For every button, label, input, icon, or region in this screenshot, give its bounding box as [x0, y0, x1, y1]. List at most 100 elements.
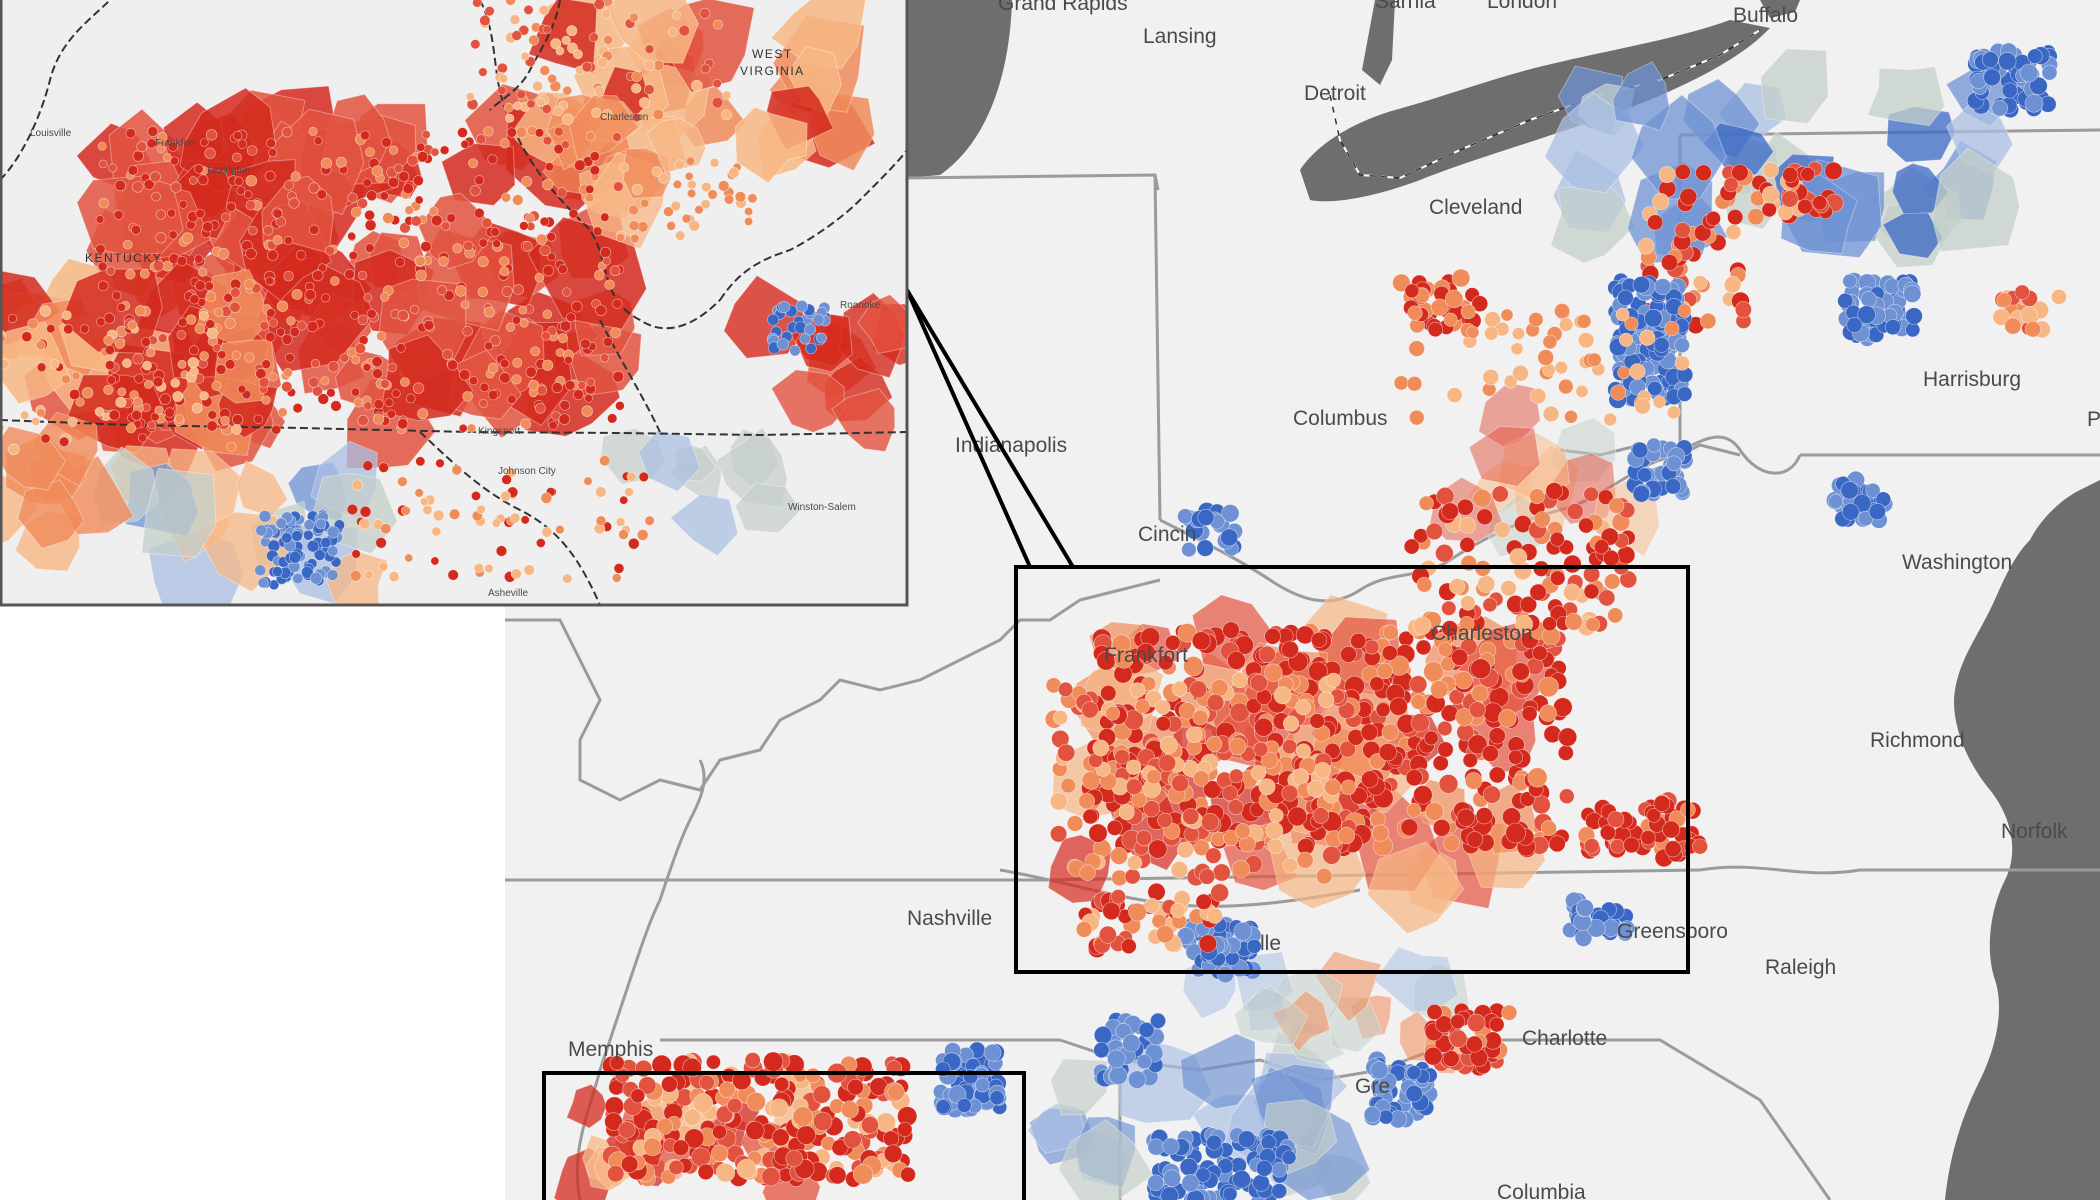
site-dot [217, 248, 230, 260]
site-dot [628, 537, 640, 550]
site-dot [1135, 830, 1153, 847]
site-dot [27, 318, 39, 330]
site-dot [258, 377, 270, 388]
site-dot [132, 150, 144, 162]
site-dot [1075, 921, 1093, 938]
zoom-frame-south[interactable] [542, 1071, 1026, 1200]
site-dot [1206, 907, 1223, 924]
site-dot [1587, 352, 1602, 367]
site-dot [1268, 808, 1284, 823]
site-dot [734, 191, 747, 203]
site-dot [131, 224, 141, 235]
site-dot [131, 409, 142, 421]
site-dot [1446, 387, 1463, 403]
county-area [566, 1083, 608, 1129]
site-dot [1597, 489, 1614, 505]
site-dot [61, 374, 71, 385]
site-dot [440, 221, 451, 231]
site-dot [1488, 727, 1506, 745]
site-dot [1423, 730, 1439, 746]
site-dot [1378, 743, 1397, 762]
site-dot [1144, 897, 1160, 914]
site-dot [712, 19, 723, 30]
site-dot [509, 512, 521, 524]
site-dot [447, 359, 459, 371]
site-dot [145, 347, 156, 358]
site-dot [435, 458, 445, 468]
site-dot [620, 1155, 639, 1173]
site-dot [1781, 190, 1799, 208]
site-dot [1426, 1004, 1443, 1020]
zoom-frame-appalachia[interactable] [1014, 565, 1690, 974]
city-label: Washington [1902, 551, 2012, 574]
site-dot [122, 358, 132, 369]
site-dot [1176, 841, 1194, 859]
site-dot [805, 342, 817, 355]
state-label: VIRGINIA [740, 64, 805, 78]
site-dot [459, 369, 471, 381]
site-dot [595, 304, 607, 316]
site-dot [204, 281, 214, 291]
inset-map[interactable]: WEST VIRGINIA KENTUCKY Louisville Frankf… [0, 0, 934, 626]
site-dot [185, 314, 197, 325]
city-label: London [1487, 0, 1557, 13]
site-dot [1519, 596, 1537, 614]
site-dot [103, 335, 114, 346]
site-dot [643, 84, 655, 95]
site-dot [315, 518, 327, 530]
site-dot [983, 1043, 1002, 1062]
site-dot [382, 212, 394, 224]
site-dot [1679, 187, 1698, 206]
county-area [1058, 1119, 1155, 1200]
site-dot [487, 389, 499, 401]
site-dot [1521, 705, 1538, 722]
site-dot [2020, 306, 2038, 324]
site-dot [1436, 487, 1455, 506]
site-dot [1082, 808, 1099, 825]
city-label: P [2087, 408, 2100, 431]
lake-ontario [1760, 0, 1800, 18]
site-dot [478, 398, 488, 408]
site-dot [489, 335, 501, 347]
site-dot [1432, 755, 1449, 772]
main-map[interactable]: Grand Rapids Lansing Sarnia London Buffa… [505, 0, 2100, 1200]
site-dot [205, 129, 218, 141]
site-dot [469, 185, 481, 197]
site-dot [1233, 922, 1252, 941]
site-dot [127, 320, 138, 331]
site-dot [525, 213, 535, 224]
site-dot [597, 56, 609, 69]
site-dot [651, 166, 663, 177]
site-dot [31, 416, 41, 426]
site-dot [1484, 326, 1499, 341]
site-dot [134, 305, 146, 317]
site-dot [1761, 185, 1780, 204]
site-dot [46, 324, 56, 334]
site-dot [672, 1139, 690, 1156]
site-dot [248, 225, 258, 236]
site-dot [283, 180, 295, 191]
site-dot [882, 1130, 900, 1147]
site-dot [423, 319, 435, 331]
site-dot [178, 199, 188, 209]
site-dot [1466, 831, 1484, 848]
site-dot [722, 90, 732, 100]
site-dot [1425, 802, 1444, 821]
site-dot [96, 317, 106, 327]
site-dot [327, 360, 340, 373]
site-dot [1258, 778, 1276, 796]
site-dot [670, 200, 681, 212]
site-dot [589, 151, 600, 162]
site-dot [231, 350, 241, 360]
site-dot [700, 63, 711, 74]
site-dot [1212, 863, 1231, 882]
site-dot [512, 284, 524, 296]
site-dot [117, 302, 126, 312]
site-dot [499, 138, 510, 149]
site-dot [1532, 645, 1548, 661]
county-area [831, 388, 896, 453]
site-dot [1049, 792, 1068, 811]
site-dot [198, 310, 209, 321]
site-dot [1558, 727, 1578, 747]
